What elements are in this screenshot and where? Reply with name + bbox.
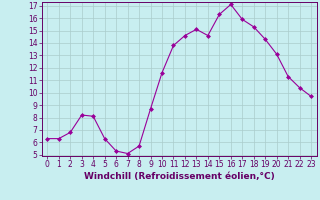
X-axis label: Windchill (Refroidissement éolien,°C): Windchill (Refroidissement éolien,°C) xyxy=(84,172,275,181)
